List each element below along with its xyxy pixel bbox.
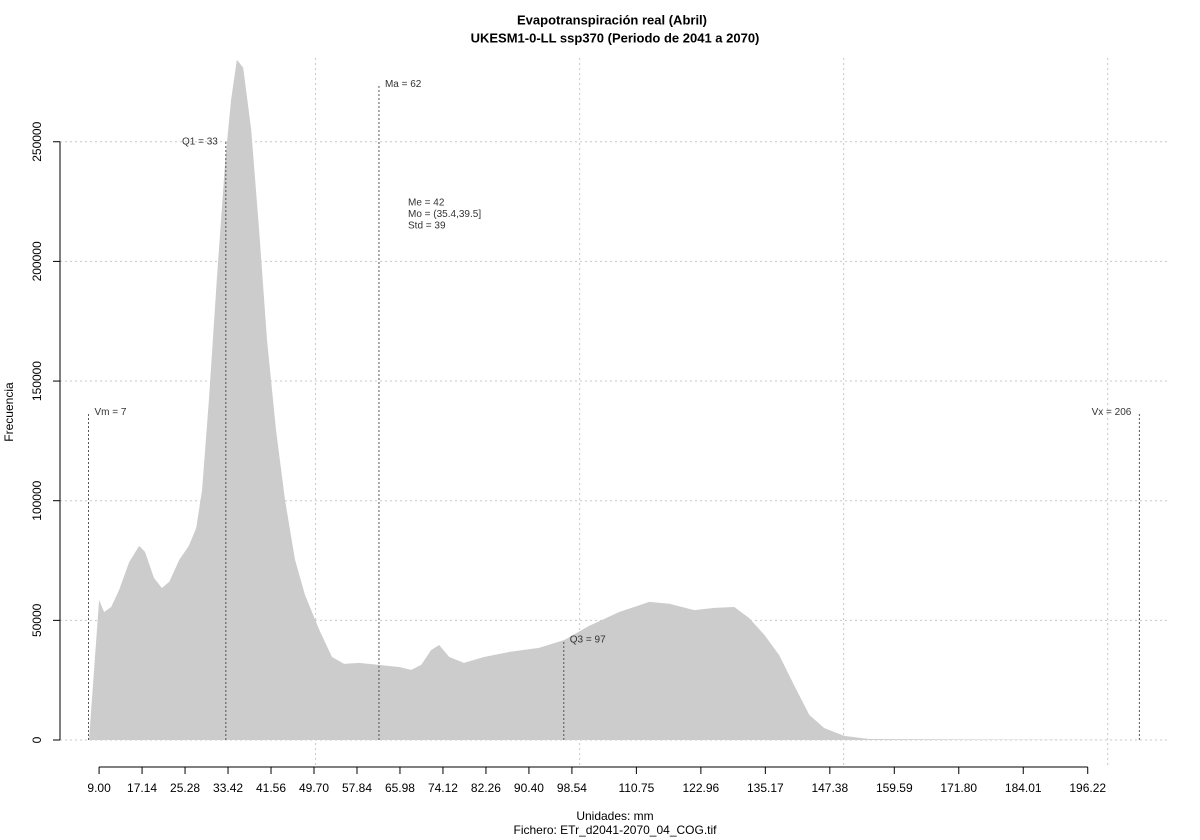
- y-tick-label: 0: [30, 736, 44, 743]
- stat-label: Me = 42: [408, 198, 445, 209]
- x-tick-label: 110.75: [618, 781, 654, 795]
- x-tick-label: 90.40: [514, 781, 544, 795]
- caption: Fichero: ETr_d2041-2070_04_COG.tif: [514, 823, 718, 837]
- marker-label: Vm = 7: [95, 407, 127, 418]
- x-tick-label: 196.22: [1069, 781, 1106, 795]
- y-axis-label: Frecuencia: [2, 382, 16, 442]
- x-tick-label: 49.70: [299, 781, 329, 795]
- x-tick-label: 9.00: [87, 781, 111, 795]
- x-axis-label: Unidades: mm: [576, 809, 653, 823]
- x-tick-label: 159.59: [876, 781, 913, 795]
- x-tick-label: 17.14: [127, 781, 157, 795]
- x-tick-label: 25.28: [170, 781, 200, 795]
- y-tick-label: 100000: [30, 480, 44, 520]
- y-tick-label: 250000: [30, 121, 44, 161]
- x-tick-label: 135.17: [747, 781, 784, 795]
- marker-label: Q3 = 97: [570, 635, 606, 646]
- stat-label: Std = 39: [408, 221, 446, 232]
- stat-label: Mo = (35.4,39.5]: [408, 209, 481, 220]
- x-tick-label: 33.42: [213, 781, 243, 795]
- x-tick-label: 171.80: [940, 781, 977, 795]
- x-tick-label: 184.01: [1005, 781, 1042, 795]
- y-tick-label: 150000: [30, 361, 44, 401]
- x-tick-label: 41.56: [256, 781, 286, 795]
- x-tick-label: 147.38: [811, 781, 848, 795]
- x-tick-label: 57.84: [342, 781, 372, 795]
- y-tick-label: 200000: [30, 241, 44, 281]
- x-tick-label: 122.96: [683, 781, 720, 795]
- marker-label: Q1 = 33: [182, 136, 218, 147]
- density-area: [89, 59, 1129, 740]
- marker-label: Ma = 62: [385, 79, 422, 90]
- chart-subtitle: UKESM1-0-LL ssp370 (Periodo de 2041 a 20…: [471, 30, 760, 45]
- x-tick-label: 74.12: [428, 781, 458, 795]
- x-tick-label: 82.26: [471, 781, 501, 795]
- chart-title: Evapotranspiración real (Abril): [517, 12, 707, 27]
- x-tick-label: 98.54: [557, 781, 587, 795]
- x-tick-label: 65.98: [385, 781, 415, 795]
- y-tick-label: 50000: [30, 603, 44, 637]
- marker-label: Vx = 206: [1092, 407, 1132, 418]
